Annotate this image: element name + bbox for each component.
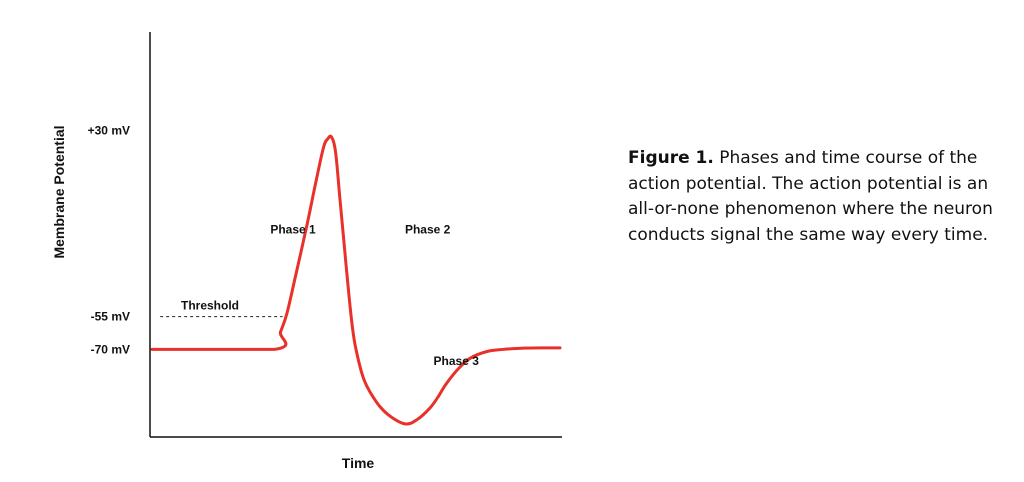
y-tick-labels: +30 mV -55 mV -70 mV [88, 124, 130, 357]
phase-label: Phase 1 [270, 222, 316, 236]
action-potential-chart: +30 mV-55 mV-70 mV Threshold Phase 1 Phas… [51, 32, 562, 471]
phase-annotations: Phase 1 Phase 2 Phase 3 [270, 222, 479, 367]
membrane-potential-line [150, 134, 562, 426]
y-axis-title: Membrane Potential [51, 125, 67, 258]
figure-caption: Figure 1. Phases and time course of the … [628, 146, 1013, 248]
caption-text: Phases and time course of the action pot… [628, 148, 993, 245]
caption-label: Figure 1. [628, 148, 714, 168]
threshold-label: Threshold [181, 299, 239, 313]
y-tick-label: +30 mV [88, 124, 130, 138]
x-axis-title: Time [342, 455, 375, 471]
phase-label: Phase 2 [405, 222, 451, 236]
y-tick-label: -70 mV [91, 342, 130, 356]
phase-label: Phase 3 [434, 354, 480, 368]
y-tick-label: -55 mV [91, 310, 130, 324]
